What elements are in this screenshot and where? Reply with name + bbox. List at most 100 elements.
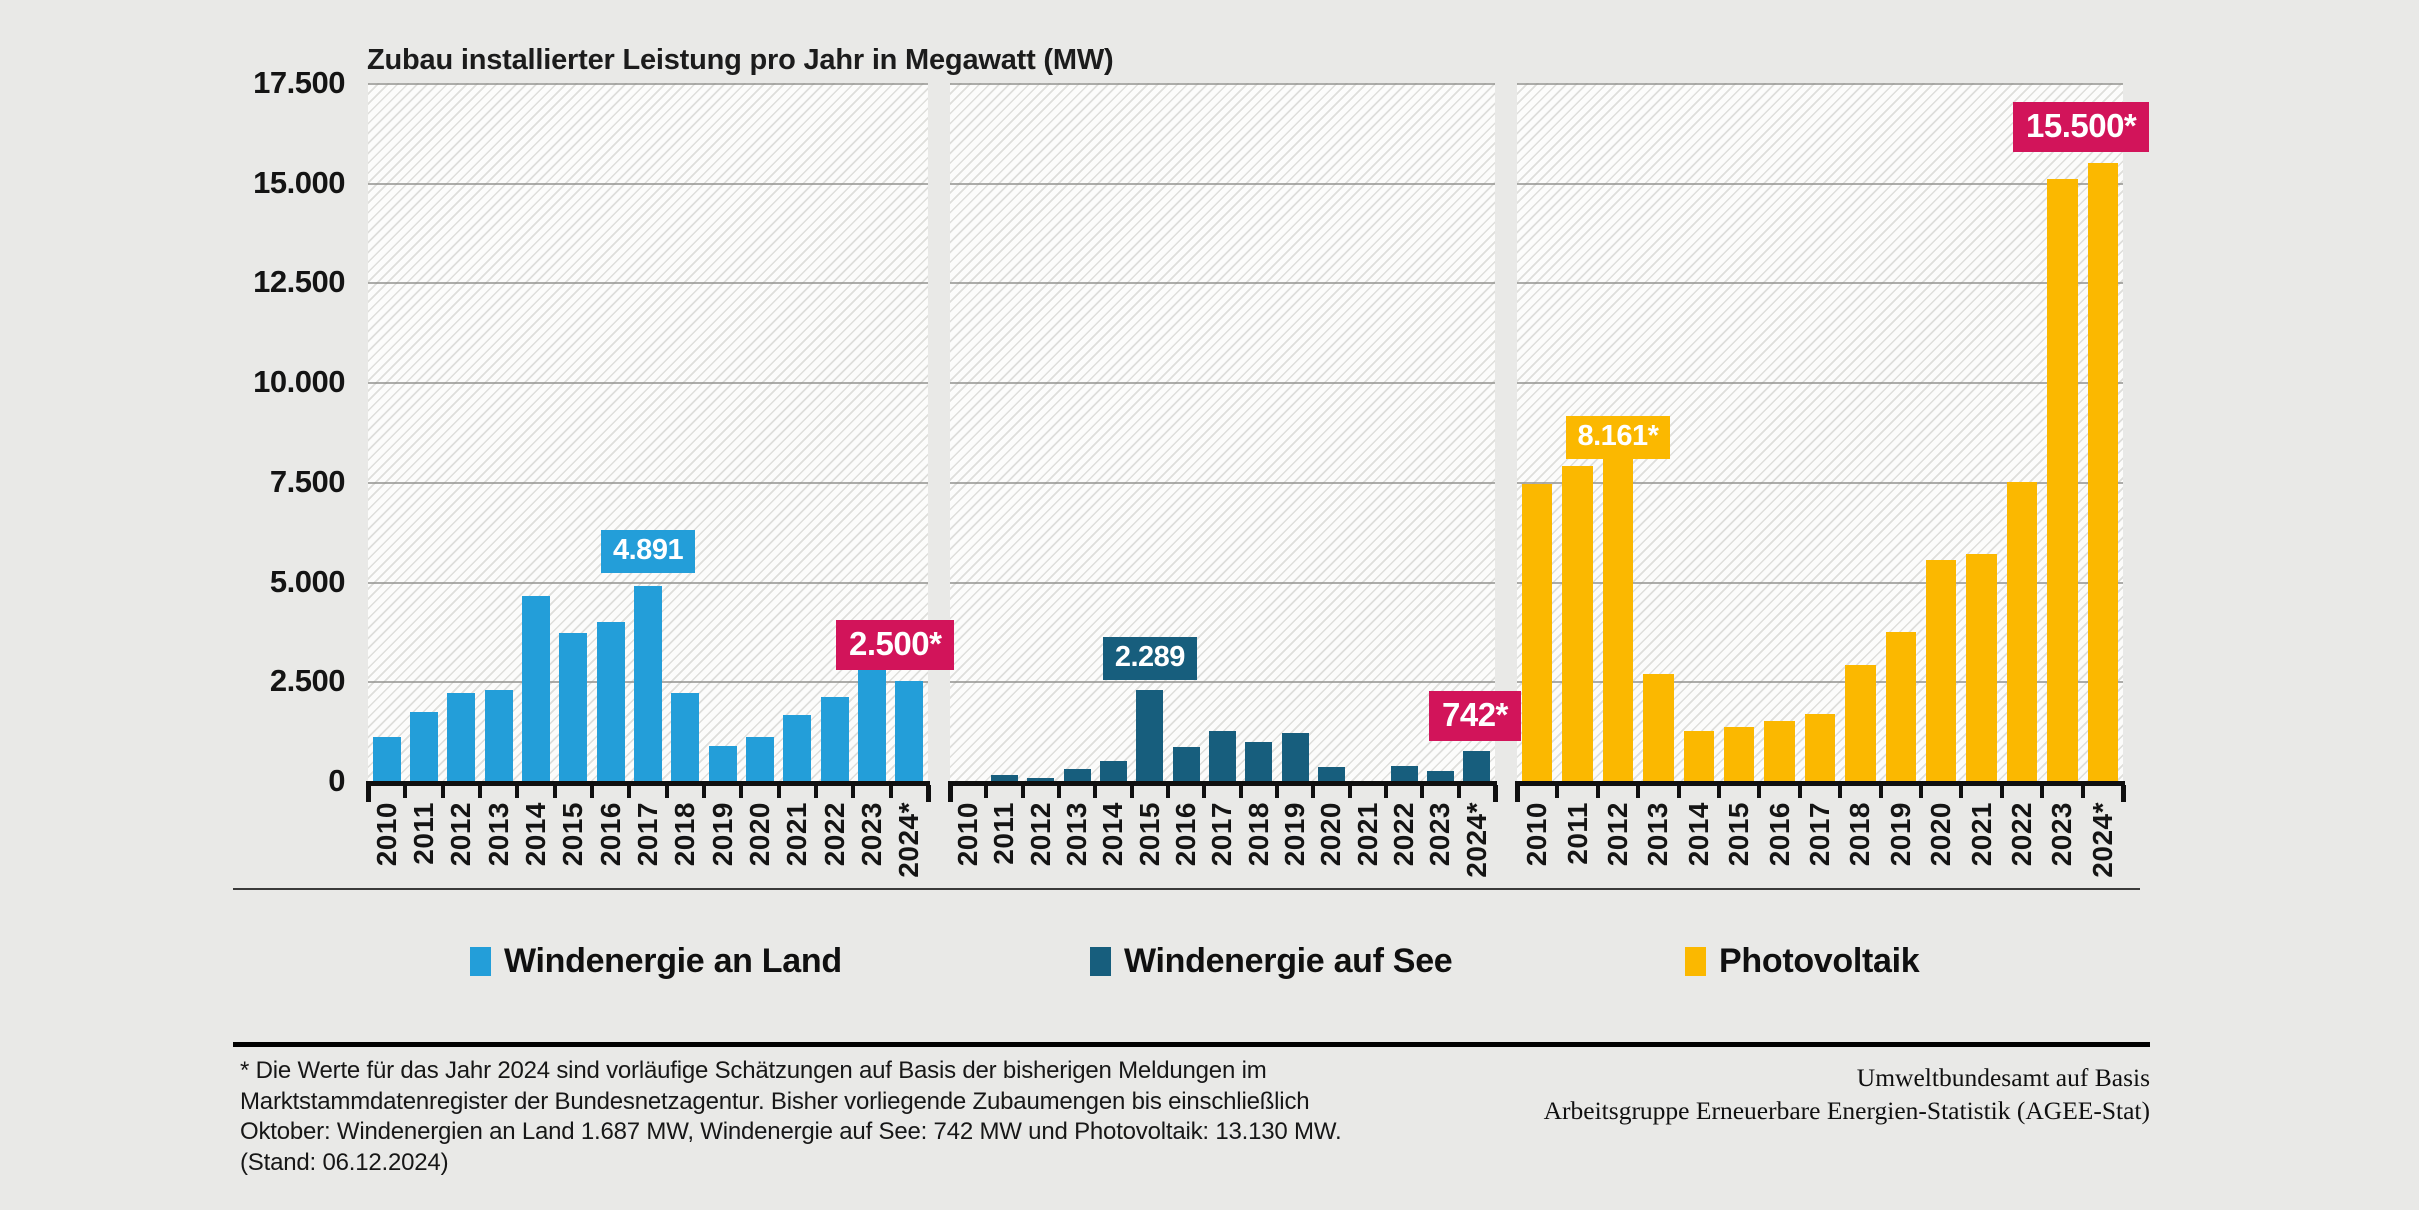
bar-photovoltaik-2019 (1885, 632, 1916, 781)
y-axis-tick-label: 12.500 (253, 264, 345, 300)
bar-wind-offshore-2020 (1317, 767, 1346, 781)
x-axis-tick (1838, 785, 1843, 798)
x-axis-year-label: 2018 (1844, 802, 1876, 867)
x-axis-year-label: 2021 (1965, 802, 1997, 867)
bar-wind-offshore-2019 (1281, 733, 1309, 781)
x-axis-year-label: 2020 (1315, 802, 1347, 867)
gridline (950, 382, 1495, 385)
highlight-value-label: 742* (1429, 691, 1521, 742)
bar-wind-offshore-2022 (1390, 766, 1418, 781)
x-axis-tick (888, 785, 893, 798)
x-axis-tick (702, 785, 706, 798)
x-axis-year-label: 2012 (1601, 802, 1633, 867)
legend: Windenergie an Land Windenergie auf See … (0, 938, 2419, 988)
x-axis-tick (440, 785, 445, 798)
chart-title: Zubau installierter Leistung pro Jahr in… (367, 44, 1114, 76)
gridline (1517, 681, 2123, 684)
x-axis-tick (515, 785, 520, 798)
x-axis-tick (1492, 785, 1498, 802)
gridline (950, 581, 1495, 584)
y-axis: 17.500 15.000 12.500 10.000 7.500 5.000 2.500 0 (140, 0, 345, 820)
bar-wind-offshore-2023 (1426, 771, 1455, 781)
x-axis-tick (1275, 785, 1279, 798)
footnote-line: Oktober: Windenergien an Land 1.687 MW, … (240, 1118, 1342, 1145)
gridline (950, 282, 1495, 285)
x-axis-year-label: 2010 (370, 802, 402, 867)
gridline (1517, 282, 2123, 285)
x-axis-year-label: 2017 (1206, 802, 1238, 867)
x-axis-year-label: 2011 (988, 802, 1020, 865)
bar-photovoltaik-2020 (1926, 559, 1957, 781)
gridline (1517, 182, 2123, 185)
y-axis-tick-label: 0 (328, 763, 345, 798)
x-axis-tick (739, 785, 744, 798)
legend-separator-line (233, 888, 2140, 890)
gridline (950, 481, 1495, 484)
x-axis-tick (1384, 785, 1388, 798)
x-axis-tick (1959, 785, 1964, 798)
x-axis-year-label: 2023 (1424, 802, 1456, 867)
x-axis-tick (552, 785, 557, 798)
footnote: * Die Werte für das Jahr 2024 sind vorlä… (240, 1056, 1342, 1178)
x-axis-year-label: 2015 (1133, 802, 1165, 867)
x-axis-tick (776, 785, 781, 798)
credit-line: Umweltbundesamt auf Basis (1856, 1063, 2150, 1092)
legend-label-photovoltaik: Photovoltaik (1719, 941, 1920, 980)
x-axis-tick (1456, 785, 1461, 798)
bar-wind-onshore-2021 (783, 715, 812, 781)
x-axis-year-label: 2014 (1682, 802, 1714, 867)
x-axis-tick (1676, 785, 1681, 798)
x-axis-tick (1020, 785, 1025, 798)
y-axis-tick-label: 17.500 (253, 65, 345, 100)
x-axis-year-label: 2016 (594, 802, 626, 867)
footnote-line: Marktstammdatenregister der Bundesnetzag… (240, 1087, 1310, 1115)
x-axis-tick (1636, 785, 1641, 798)
x-axis-tick (1311, 785, 1316, 798)
credit-line: Arbeitsgruppe Erneuerbare Energien-Stati… (1543, 1095, 2150, 1125)
x-axis-year-label: 2020 (1925, 802, 1957, 867)
x-axis-year-label: 2019 (1279, 802, 1311, 867)
bar-wind-onshore-2019 (708, 746, 737, 781)
bar-wind-onshore-2015 (559, 633, 588, 781)
x-axis-year-label: 2012 (1024, 802, 1056, 867)
panel-wind-onshore: 2010 2011 2012 2013 2014 2015 2016 2017 2018 2019… (365, 83, 955, 878)
gridline (1517, 581, 2123, 584)
bar-wind-onshore-2018 (671, 693, 700, 781)
bar-wind-onshore-2024 (895, 681, 924, 781)
bar-photovoltaik-2014 (1683, 731, 1714, 781)
bar-wind-onshore-2013 (484, 690, 513, 781)
gridline (950, 182, 1495, 185)
x-axis-year-label: 2010 (1521, 802, 1553, 867)
bar-photovoltaik-2018 (1845, 665, 1876, 781)
x-axis-year-label: 2024* (2086, 802, 2118, 878)
x-axis-year-label: 2023 (2046, 802, 2078, 867)
source-credit: Umweltbundesamt auf Basis Arbeitsgruppe … (1350, 1062, 2150, 1127)
bar-wind-onshore-2012 (447, 693, 476, 781)
x-axis-year-label: 2013 (1642, 802, 1674, 867)
x-axis-tick (1238, 785, 1243, 798)
x-axis-year-label: 2021 (781, 802, 813, 867)
x-axis-tick (1555, 785, 1560, 798)
legend-item-wind-offshore: Windenergie auf See (1090, 938, 1453, 984)
x-axis-tick (1420, 785, 1425, 798)
x-axis-tick (1057, 785, 1061, 798)
x-axis-year-label: 2017 (631, 802, 663, 867)
bar-photovoltaik-2021 (1966, 553, 1997, 781)
x-axis-year-label: 2015 (1723, 802, 1755, 867)
x-axis-year-label: 2014 (1097, 802, 1129, 867)
gridline (1517, 481, 2123, 484)
x-axis-year-label: 2019 (706, 802, 738, 867)
x-axis-tick (2120, 785, 2126, 802)
x-axis-year-label: 2010 (952, 802, 984, 867)
bar-wind-offshore-2011 (990, 775, 1019, 781)
bar-photovoltaik-2015 (1724, 727, 1755, 781)
x-axis-tick (590, 785, 594, 798)
x-axis-year-label: 2017 (1803, 802, 1835, 867)
legend-label-wind-offshore: Windenergie auf See (1124, 941, 1453, 980)
bar-photovoltaik-2024 (2087, 162, 2118, 781)
panel-photovoltaik: 2010 2011 2012 2013 2014 2015 2016 2017 2018 2019… (1514, 83, 2150, 878)
legend-item-photovoltaik: Photovoltaik (1685, 938, 1920, 984)
legend-swatch-photovoltaik (1685, 946, 1706, 976)
x-axis-year-label: 2016 (1763, 802, 1795, 867)
x-axis-year-label: 2020 (743, 802, 775, 867)
